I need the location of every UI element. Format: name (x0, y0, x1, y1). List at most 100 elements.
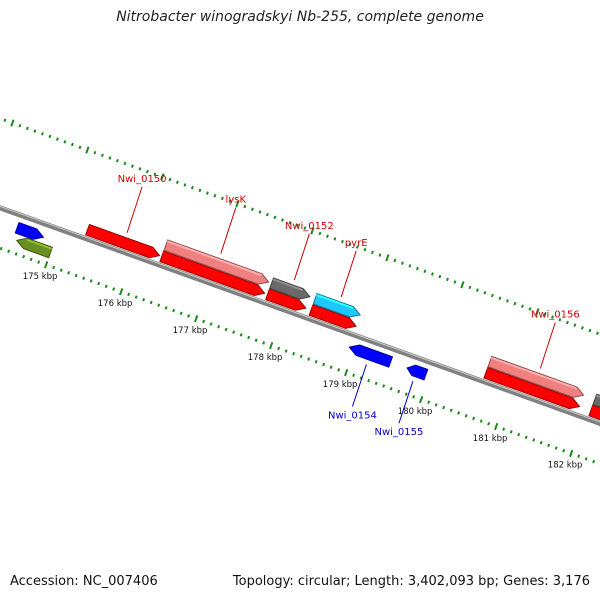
ruler-tick-upper (498, 296, 502, 300)
gene-arrow[interactable] (14, 221, 45, 240)
ruler-tick-upper (558, 318, 562, 322)
ruler-tick-lower (59, 268, 63, 272)
ruler-tick-lower (224, 327, 228, 332)
scale-label: 181 kbp (473, 434, 508, 444)
ruler-tick-lower (217, 325, 221, 329)
ruler-tick-lower (254, 338, 258, 342)
gene-highlight (358, 345, 393, 360)
ruler-tick-upper (10, 119, 15, 127)
ruler-tick-lower (142, 298, 146, 302)
ruler-tick-lower (37, 260, 41, 264)
ruler-tick-upper (588, 328, 592, 333)
ruler-tick-lower (419, 395, 424, 404)
label-callout (351, 364, 367, 407)
gene-body (14, 221, 45, 240)
ruler-tick-upper (438, 274, 442, 279)
gene-label[interactable]: pyrE (345, 238, 368, 249)
gene-arrow[interactable] (483, 367, 581, 410)
gene-label[interactable]: Nwi_0156 (531, 309, 580, 320)
ruler-tick-upper (70, 142, 74, 147)
gene-highlight (490, 356, 577, 390)
gene-arrow[interactable] (312, 292, 362, 318)
ruler-tick-upper (258, 210, 262, 214)
ruler-tick-upper (100, 153, 104, 158)
label-callout (126, 186, 143, 233)
ruler-tick-upper (33, 129, 37, 133)
ruler-tick-lower (539, 440, 543, 445)
ruler-tick-lower (577, 454, 581, 458)
gene-body (15, 237, 54, 259)
ruler-tick-upper (190, 185, 194, 190)
label-callout (220, 207, 237, 254)
gene-highlight (486, 368, 573, 401)
ruler-tick-upper (460, 281, 465, 289)
ruler-tick-lower (157, 303, 161, 307)
gene-body (163, 239, 270, 285)
ruler-tick-lower (562, 448, 566, 453)
gene-arrow[interactable] (588, 404, 600, 421)
ruler-tick-upper (25, 126, 29, 131)
gene-label[interactable]: Nwi_0155 (374, 427, 423, 438)
ruler-tick-upper (295, 223, 299, 228)
gene-arrow[interactable] (487, 355, 585, 398)
gene-highlight (595, 394, 600, 398)
ruler-tick-lower (352, 373, 356, 378)
ruler-tick-lower (119, 288, 124, 296)
ruler-tick-lower (112, 287, 116, 291)
gene-body (269, 277, 311, 300)
ruler-tick-lower (329, 365, 333, 369)
gene-arrow[interactable] (406, 364, 429, 381)
ruler-tick-upper (18, 123, 22, 128)
ruler-tick-lower (464, 413, 468, 418)
gene-label[interactable]: Nwi_0150 (118, 174, 167, 185)
ruler-tick-upper (385, 254, 390, 262)
gene-arrow[interactable] (15, 237, 54, 259)
gene-highlight (162, 251, 258, 288)
gene-arrow[interactable] (269, 277, 311, 300)
ruler-tick-upper (205, 191, 209, 195)
gene-arrow[interactable] (163, 239, 270, 285)
ruler-tick-upper (243, 204, 247, 209)
gene-label[interactable]: Nwi_0152 (285, 221, 334, 232)
ruler-tick-lower (7, 249, 11, 254)
ruler-tick-lower (404, 392, 408, 396)
ruler-tick-lower (359, 376, 363, 380)
gene-arrow[interactable] (308, 304, 357, 329)
gene-highlight (18, 223, 37, 232)
ruler-tick-lower (44, 261, 49, 269)
ruler-tick-upper (108, 156, 112, 160)
gene-label[interactable]: Nwi_0154 (328, 410, 377, 421)
gene-arrow[interactable] (348, 344, 394, 368)
ruler-tick-upper (513, 301, 517, 306)
ruler-tick-lower (449, 408, 453, 413)
label-callout (340, 250, 357, 298)
scale-label: 180 kbp (398, 407, 433, 417)
gene-highlight (591, 405, 600, 411)
genome-backbone (0, 205, 600, 427)
ruler-tick-lower (434, 403, 438, 407)
gene-arrow[interactable] (159, 250, 266, 296)
scale-label: 179 kbp (323, 380, 358, 390)
ruler-tick-lower (307, 357, 311, 361)
page-title: Nitrobacter winogradskyi Nb-255, complet… (116, 9, 484, 25)
ruler-tick-lower (104, 284, 108, 289)
ruler-tick-upper (580, 326, 584, 330)
gene-arrow[interactable] (85, 223, 161, 259)
ruler-tick-lower (0, 246, 3, 251)
ruler-tick-lower (517, 432, 521, 437)
ruler-tick-lower (89, 279, 93, 283)
ruler-tick-lower (277, 346, 281, 351)
ruler-tick-lower (67, 271, 71, 275)
ruler-tick-upper (543, 312, 547, 317)
ruler-tick-upper (445, 277, 449, 282)
gene-arrow[interactable] (592, 393, 600, 409)
ruler-tick-upper (168, 177, 172, 182)
ruler-tick-upper (265, 212, 269, 217)
gene-body (592, 393, 600, 408)
gene-arrow[interactable] (265, 288, 307, 311)
gene-label[interactable]: lysK (226, 195, 247, 206)
ruler-tick-lower (524, 435, 528, 440)
ruler-tick-upper (153, 172, 157, 176)
ruler-tick-lower (479, 419, 483, 423)
ruler-tick-lower (284, 349, 288, 353)
